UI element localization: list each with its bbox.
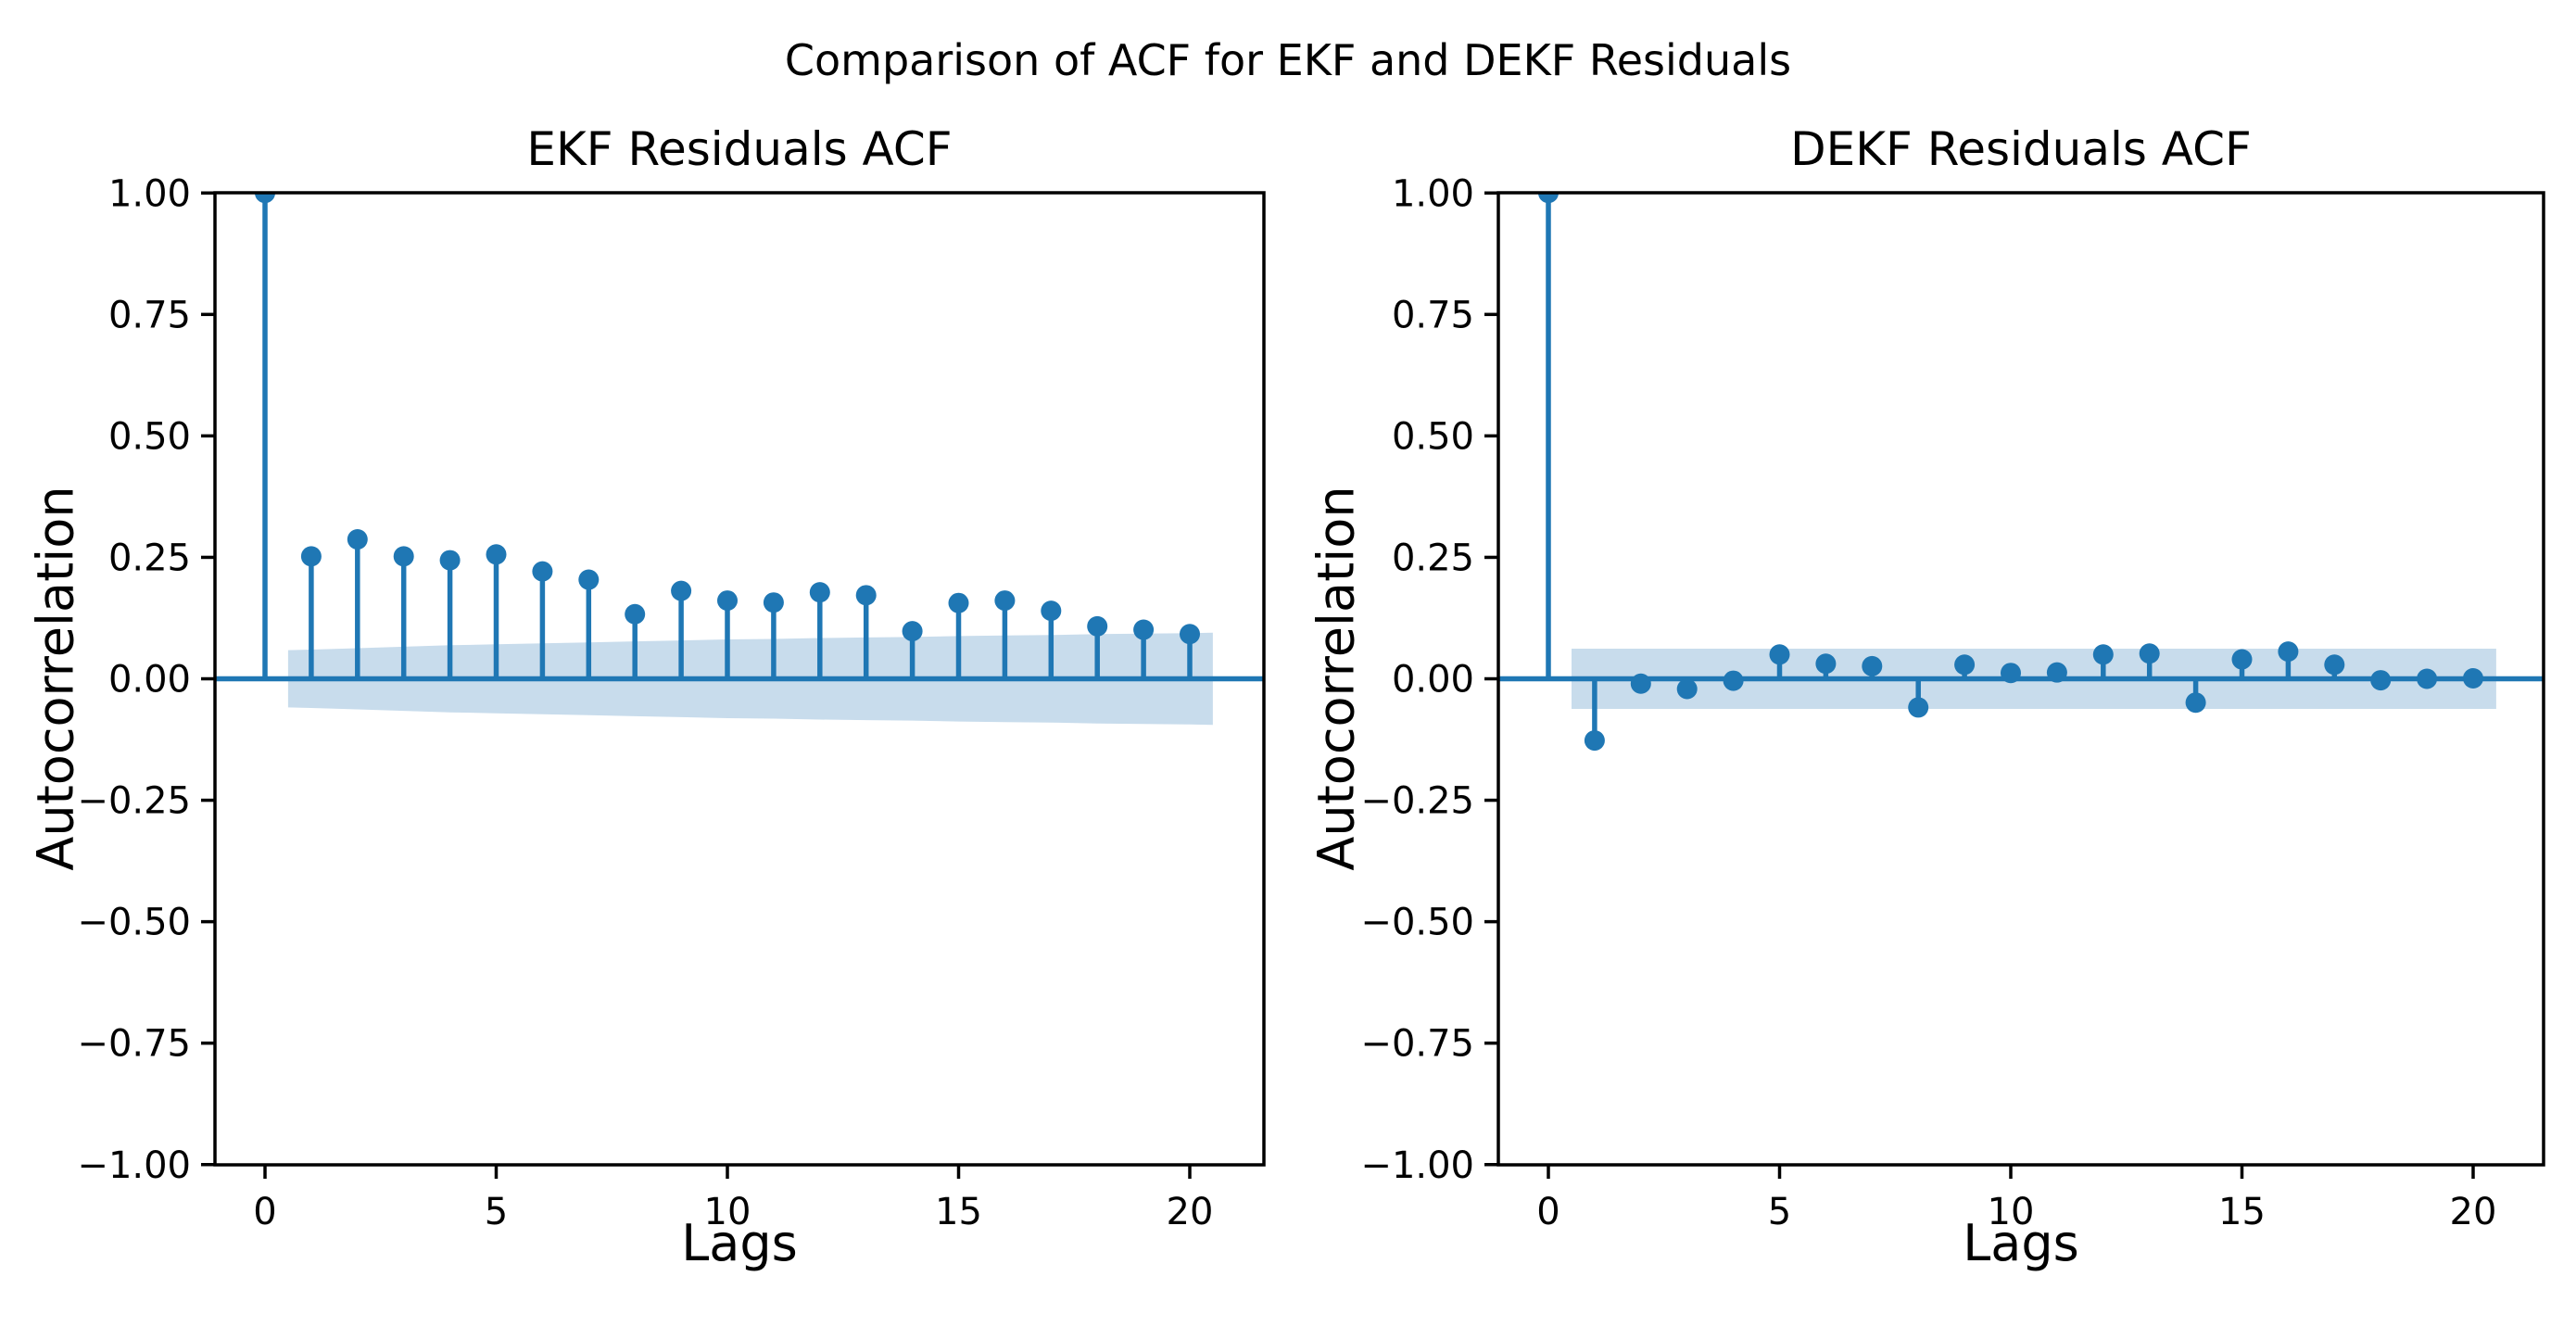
ekf-acf-subplot: 0 5 10 15 20 1.00 0.75 0.50 0.25 0.00 −0.25 −0.50 −0… [77,172,1266,1233]
ekf-x-axis-label: Lags [681,1214,798,1272]
ekf-y-tick-label: 0.75 [108,294,191,336]
ekf-y-tick-label: 1.00 [108,172,191,215]
ekf-marker-lag-3 [393,546,414,567]
ekf-marker-lag-8 [625,603,646,625]
dekf-y-axis-label: Autocorrelation [1307,486,1366,871]
ekf-x-tick-label: 15 [935,1191,982,1233]
ekf-y-tick-label: 0.00 [108,659,191,701]
ekf-marker-lag-15 [948,592,969,613]
dekf-y-tick-label: 0.50 [1392,415,1474,458]
dekf-marker-lag-1 [1584,730,1605,752]
dekf-marker-lag-17 [2324,654,2345,676]
dekf-y-tick-label: 0.25 [1392,537,1474,579]
dekf-x-tick-label: 0 [1536,1191,1559,1233]
dekf-marker-lag-3 [1676,678,1698,700]
ekf-marker-lag-0 [255,193,275,204]
dekf-y-tick-label: −0.50 [1360,902,1474,944]
ekf-marker-lag-5 [486,544,507,565]
ekf-x-tick-label: 0 [253,1191,276,1233]
ekf-y-tick-label: −0.50 [77,902,191,944]
ekf-y-axis-label: Autocorrelation [26,486,85,871]
dekf-y-tick-label: 1.00 [1392,172,1474,215]
ekf-marker-lag-4 [439,550,461,571]
dekf-x-tick-label: 10 [1988,1191,2035,1233]
dekf-y-tick-label: −0.25 [1360,780,1474,823]
ekf-marker-lag-13 [855,585,877,606]
dekf-y-tick-label: 0.00 [1392,659,1474,701]
ekf-y-tick-label: 0.25 [108,537,191,579]
ekf-x-tick-label: 5 [485,1191,508,1233]
dekf-marker-lag-8 [1908,697,1929,718]
ekf-marker-lag-6 [532,561,553,582]
ekf-y-tick-label: −0.75 [77,1023,191,1066]
ekf-marker-lag-10 [717,590,738,612]
dekf-marker-lag-11 [2046,662,2067,683]
ekf-y-tick-label: 0.50 [108,415,191,458]
dekf-marker-lag-2 [1630,673,1651,694]
ekf-subplot-title: EKF Residuals ACF [526,122,953,176]
ekf-marker-lag-11 [763,592,784,613]
dekf-subplot-title: DEKF Residuals ACF [1790,122,2252,176]
ekf-x-tick-label: 10 [704,1191,751,1233]
ekf-plot-area [215,193,1264,726]
dekf-y-tick-label: −0.75 [1360,1023,1474,1066]
dekf-marker-lag-16 [2278,641,2299,663]
dekf-marker-lag-0 [1538,193,1559,204]
ekf-marker-lag-17 [1041,600,1062,622]
dekf-marker-lag-14 [2185,692,2206,714]
figure-suptitle: Comparison of ACF for EKF and DEKF Resid… [784,35,1792,85]
dekf-marker-lag-9 [1954,654,1976,676]
dekf-x-tick-label: 15 [2218,1191,2266,1233]
ekf-y-tick-label: −0.25 [77,780,191,823]
ekf-marker-lag-14 [902,621,923,642]
ekf-marker-lag-9 [671,580,692,601]
ekf-marker-lag-2 [347,529,368,550]
ekf-x-tick-label: 20 [1167,1191,1214,1233]
ekf-marker-lag-7 [578,569,600,590]
dekf-marker-lag-10 [2001,663,2021,684]
dekf-marker-lag-12 [2092,644,2114,665]
dekf-x-tick-label: 20 [2450,1191,2497,1233]
dekf-x-axis-label: Lags [1963,1214,2079,1272]
ekf-marker-lag-1 [300,546,322,567]
dekf-marker-lag-13 [2139,643,2160,664]
dekf-marker-lag-4 [1723,670,1744,691]
dekf-marker-lag-20 [2463,667,2483,689]
dekf-marker-lag-15 [2231,649,2253,670]
ekf-marker-lag-18 [1087,615,1108,637]
ekf-marker-lag-16 [994,590,1016,612]
dekf-y-tick-label: 0.75 [1392,294,1474,336]
dekf-marker-lag-18 [2370,670,2392,691]
dekf-marker-lag-5 [1769,644,1790,665]
dekf-marker-lag-6 [1815,653,1837,675]
dekf-y-tick-label: −1.00 [1360,1144,1474,1187]
ekf-marker-lag-12 [809,582,830,603]
dekf-marker-lag-7 [1862,655,1883,676]
ekf-y-tick-label: −1.00 [77,1144,191,1187]
ekf-marker-lag-19 [1133,619,1155,640]
dekf-plot-area [1498,193,2544,752]
dekf-x-tick-label: 5 [1768,1191,1791,1233]
dekf-acf-subplot: 0 5 10 15 20 1.00 0.75 0.50 0.25 0.00 −0.25 −0.50 −0… [1360,172,2545,1233]
ekf-marker-lag-20 [1180,624,1200,645]
dekf-marker-lag-19 [2417,668,2438,689]
